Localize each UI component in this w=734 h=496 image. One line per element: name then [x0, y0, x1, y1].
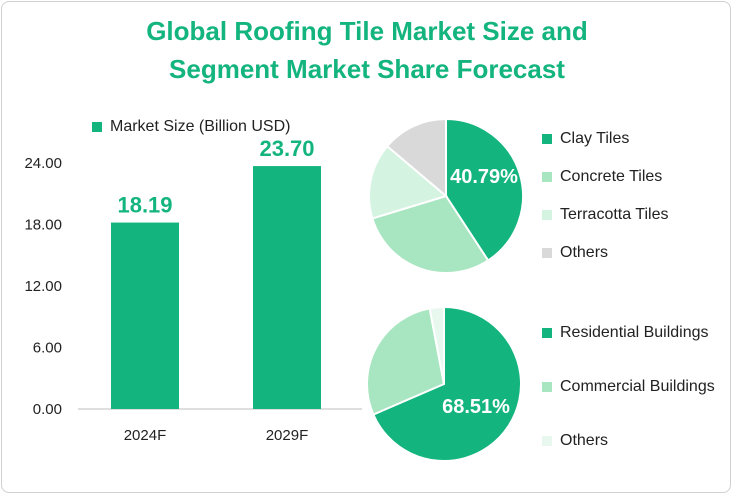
pie1-slice-concrete-tiles: [371, 194, 490, 274]
y-tick-label: 6.00: [33, 340, 62, 357]
chart-title-line1: Global Roofing Tile Market Size and: [146, 16, 588, 46]
pie2-legend-label-others: Others: [560, 432, 609, 449]
pie1-legend-concrete: Concrete Tiles: [542, 168, 662, 186]
pie2-legend-residential: Residential Buildings: [542, 324, 709, 342]
pie1-legend-label-others: Others: [560, 244, 609, 261]
bar-legend-label: Market Size (Billion USD): [110, 118, 291, 135]
pie2-slice-commercial-buildings: [366, 307, 446, 416]
pie1-legend-swatch-clay: [542, 134, 552, 144]
pie2-slice-residential-buildings: [371, 305, 522, 462]
pie2-legend-label-residential: Residential Buildings: [560, 324, 709, 341]
pie2-legend-swatch-residential: [542, 328, 552, 338]
y-tick-label: 18.00: [24, 217, 62, 234]
chart-title: Global Roofing Tile Market Size and Segm…: [0, 12, 734, 88]
pie2-legend-swatch-others: [542, 436, 552, 446]
bar-data-label: 23.70: [259, 136, 314, 161]
pie1-legend-swatch-terracotta: [542, 210, 552, 220]
pie2-legend-label-commercial: Commercial Buildings: [560, 378, 715, 395]
bar-legend: Market Size (Billion USD): [92, 118, 290, 136]
pie1-legend-swatch-concrete: [542, 172, 552, 182]
y-tick-label: 0.00: [33, 401, 62, 418]
pie1-legend-terracotta: Terracotta Tiles: [542, 206, 668, 224]
bar-legend-swatch: [92, 122, 102, 132]
pie2-legend-others: Others: [542, 432, 608, 450]
x-tick-label: 2029F: [266, 427, 309, 444]
pie1-legend-label-terracotta: Terracotta Tiles: [560, 206, 669, 223]
pie1-slice-others: [385, 117, 447, 199]
pie2-legend-commercial: Commercial Buildings: [542, 378, 715, 396]
pie2-legend-swatch-commercial: [542, 382, 552, 392]
pie1-legend-label-clay: Clay Tiles: [560, 130, 630, 147]
pie1-legend-others: Others: [542, 244, 608, 262]
pie1-legend-swatch-others: [542, 248, 552, 258]
bar-2024F: [111, 222, 179, 409]
bar-data-label: 18.19: [117, 193, 172, 218]
y-tick-label: 24.00: [24, 155, 62, 172]
pie2-data-label: 68.51%: [442, 396, 510, 418]
pie1-legend-clay: Clay Tiles: [542, 130, 629, 148]
pie1-data-label: 40.79%: [450, 166, 518, 188]
x-tick-label: 2024F: [124, 427, 167, 444]
chart-title-line2: Segment Market Share Forecast: [169, 54, 565, 84]
y-tick-label: 12.00: [24, 278, 62, 295]
pie1-slice-terracotta-tiles: [368, 144, 449, 220]
pie1-legend-label-concrete: Concrete Tiles: [560, 168, 663, 185]
pie2-slice-others: [428, 305, 445, 385]
bar-2029F: [253, 166, 321, 409]
